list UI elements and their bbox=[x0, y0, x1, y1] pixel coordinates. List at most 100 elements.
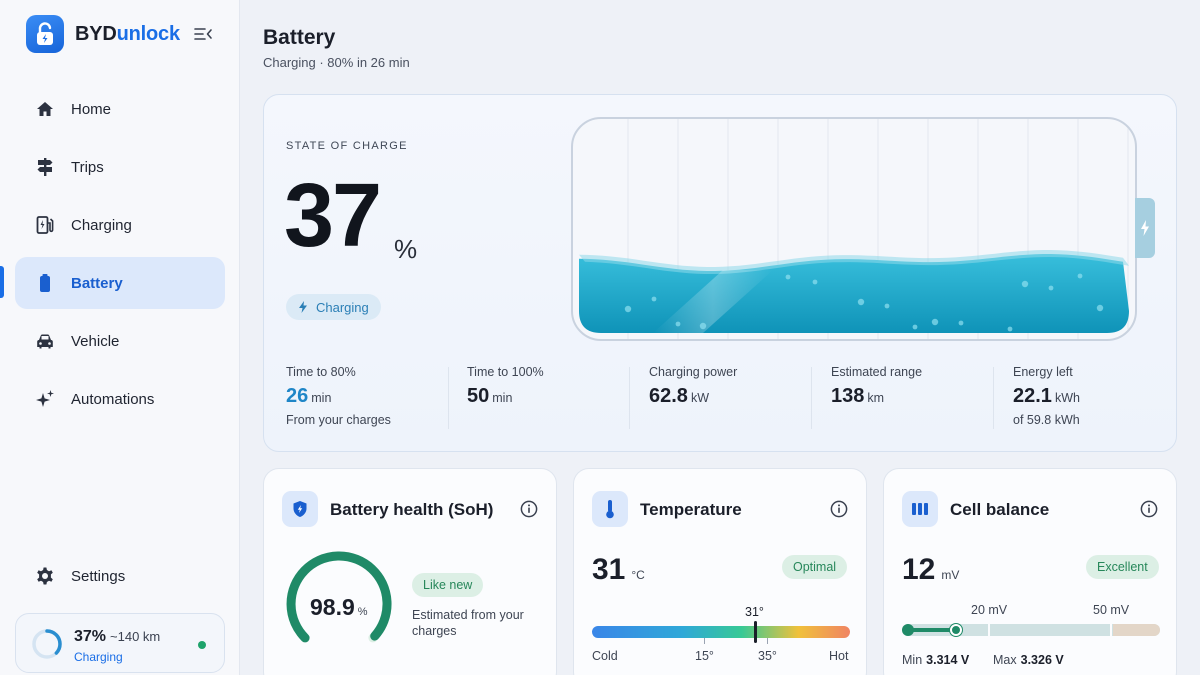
cell-balance-unit: mV bbox=[941, 568, 960, 582]
max-marker bbox=[950, 624, 962, 636]
bubble bbox=[675, 321, 681, 327]
shield-bolt-icon bbox=[282, 491, 318, 527]
home-icon bbox=[35, 99, 55, 119]
stat-label: Time to 100% bbox=[467, 365, 544, 379]
bubble bbox=[812, 279, 818, 285]
collapse-sidebar-icon[interactable] bbox=[193, 25, 213, 43]
stat-time-to-100: Time to 100% 50 min bbox=[467, 365, 647, 408]
bubble bbox=[1096, 304, 1104, 312]
nav-label: Vehicle bbox=[71, 332, 120, 350]
charging-status-label: Charging bbox=[316, 299, 369, 315]
nav-item-charging[interactable]: Charging bbox=[15, 199, 225, 251]
bubble bbox=[1007, 326, 1013, 332]
car-icon bbox=[35, 331, 55, 351]
mini-state: Charging bbox=[74, 650, 123, 664]
cell-balance-card: Cell balance 12 mV Excellent 20 mV 50 mV … bbox=[883, 468, 1177, 675]
active-indicator bbox=[0, 266, 4, 298]
bubble bbox=[884, 303, 890, 309]
sidebar: BYDunlock Home Trips Charging bbox=[0, 0, 240, 675]
stat-value: 62.8 kW bbox=[649, 385, 709, 407]
cell-balance-range bbox=[908, 628, 956, 632]
health-badge: Like new bbox=[412, 573, 484, 597]
card-title: Cell balance bbox=[950, 500, 1050, 519]
health-value: 98.9% bbox=[310, 594, 368, 620]
bolt-icon bbox=[1141, 220, 1149, 236]
max-voltage: Max 3.326 V bbox=[993, 653, 1064, 667]
scale-tick-label: 50 mV bbox=[1093, 603, 1130, 617]
mini-percent: 37% ~140 km bbox=[74, 628, 161, 645]
health-gauge bbox=[286, 551, 392, 643]
info-icon[interactable] bbox=[830, 500, 848, 518]
card-title: Temperature bbox=[640, 500, 742, 519]
bubble bbox=[1048, 285, 1054, 291]
divider bbox=[811, 367, 812, 429]
tick-mark bbox=[704, 638, 705, 644]
state-of-charge-card: STATE OF CHARGE 37 % Charging bbox=[263, 94, 1177, 452]
sparkle-icon bbox=[35, 389, 55, 409]
stat-estimated-range: Estimated range 138 km bbox=[831, 365, 1011, 408]
charging-stats: Time to 80% 26 min From your charges Time… bbox=[264, 365, 1178, 435]
brand[interactable]: BYDunlock bbox=[26, 15, 180, 53]
divider bbox=[448, 367, 449, 429]
scale-high-label: Hot bbox=[829, 649, 849, 663]
battery-icon bbox=[35, 273, 55, 293]
temperature-badge: Optimal bbox=[782, 555, 848, 579]
divider bbox=[993, 367, 994, 429]
stat-value: 138 km bbox=[831, 385, 885, 407]
bubble bbox=[651, 296, 657, 302]
nav-item-settings[interactable]: Settings bbox=[15, 550, 225, 602]
health-unit: % bbox=[357, 606, 368, 618]
scale-low-label: Cold bbox=[592, 649, 618, 663]
thermometer-icon bbox=[592, 491, 628, 527]
battery-liquid bbox=[579, 119, 1129, 339]
battery-terminal bbox=[1135, 198, 1155, 258]
stat-unit: km bbox=[867, 391, 885, 405]
gear-icon bbox=[35, 566, 55, 586]
soc-label: STATE OF CHARGE bbox=[286, 140, 408, 152]
stat-value: 50 min bbox=[467, 385, 513, 407]
page-subtitle: Charging · 80% in 26 min bbox=[263, 55, 410, 70]
battery-health-card: Battery health (SoH) 98.9% Like new Esti… bbox=[263, 468, 557, 675]
stat-label: Energy left bbox=[1013, 365, 1073, 379]
scale-tick-label: 20 mV bbox=[971, 603, 1008, 617]
stat-footnote: From your charges bbox=[286, 413, 391, 427]
nav-item-home[interactable]: Home bbox=[15, 83, 225, 135]
cell-balance-scale bbox=[902, 624, 1160, 636]
scale-warning-zone bbox=[1113, 624, 1160, 636]
main-nav: Home Trips Charging Battery Vehicle bbox=[15, 83, 225, 431]
stat-unit: kWh bbox=[1054, 391, 1080, 405]
stat-unit: min bbox=[492, 391, 513, 405]
stat-unit: min bbox=[311, 391, 332, 405]
cell-balance-badge: Excellent bbox=[1086, 555, 1159, 579]
nav-label: Charging bbox=[71, 216, 132, 234]
bubble bbox=[857, 298, 865, 306]
bubble bbox=[931, 318, 939, 326]
info-icon[interactable] bbox=[1140, 500, 1158, 518]
card-title: Battery health (SoH) bbox=[330, 500, 494, 519]
nav-item-battery[interactable]: Battery bbox=[15, 257, 225, 309]
mini-charge-ring bbox=[32, 629, 62, 659]
temperature-scale bbox=[592, 626, 850, 638]
divider bbox=[629, 367, 630, 429]
temperature-card: Temperature 31 °C Optimal 31° Cold 15° 35… bbox=[573, 468, 867, 675]
nav-item-automations[interactable]: Automations bbox=[15, 373, 225, 425]
stat-label: Time to 80% bbox=[286, 365, 356, 379]
nav-label: Automations bbox=[71, 390, 155, 408]
mini-battery-status[interactable]: 37% ~140 km Charging bbox=[15, 613, 225, 673]
stat-energy-left: Energy left 22.1 kWh of 59.8 kWh bbox=[1013, 365, 1193, 427]
nav-item-vehicle[interactable]: Vehicle bbox=[15, 315, 225, 367]
stat-charging-power: Charging power 62.8 kW bbox=[649, 365, 829, 408]
charging-status-badge: Charging bbox=[286, 294, 381, 320]
stat-unit: kW bbox=[690, 391, 709, 405]
nav-label: Battery bbox=[71, 274, 123, 292]
info-icon[interactable] bbox=[520, 500, 538, 518]
unlock-logo-icon bbox=[26, 15, 64, 53]
bubble bbox=[1021, 280, 1029, 288]
nav-label: Settings bbox=[71, 567, 126, 585]
brand-name: BYDunlock bbox=[75, 22, 180, 45]
bubble bbox=[699, 322, 707, 330]
nav-item-trips[interactable]: Trips bbox=[15, 141, 225, 193]
nav-label: Trips bbox=[71, 158, 104, 176]
bubble bbox=[624, 305, 632, 313]
scale-separator bbox=[1110, 624, 1112, 636]
